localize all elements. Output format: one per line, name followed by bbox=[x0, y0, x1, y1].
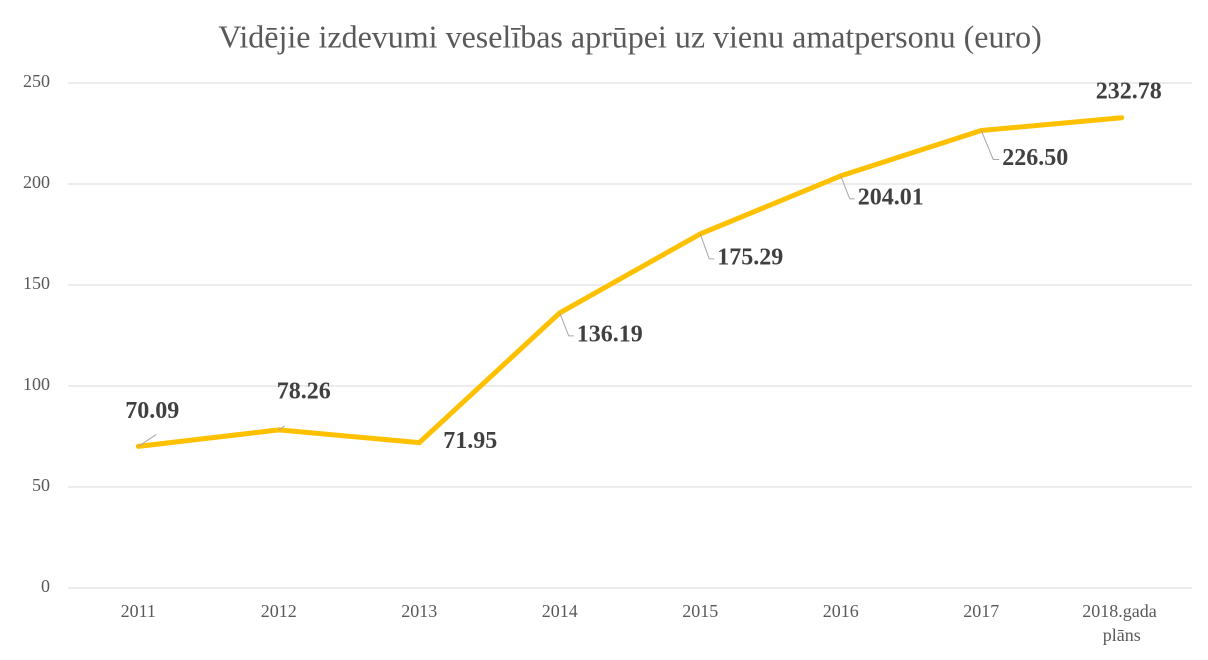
leader-line bbox=[980, 130, 1000, 160]
data-label: 226.50 bbox=[1002, 145, 1068, 171]
x-tick-label: 2016 bbox=[823, 601, 859, 621]
leader-line bbox=[559, 312, 574, 337]
data-label: 70.09 bbox=[125, 398, 179, 424]
data-label: 78.26 bbox=[277, 378, 331, 404]
x-tick-label: 2012 bbox=[261, 601, 297, 621]
chart-title: Vidējie izdevumi veselības aprūpei uz vi… bbox=[218, 18, 1042, 54]
y-tick-label: 150 bbox=[23, 273, 50, 293]
data-label: 175.29 bbox=[717, 244, 783, 270]
data-label: 71.95 bbox=[443, 428, 497, 454]
leader-line bbox=[137, 434, 157, 447]
data-label: 204.01 bbox=[858, 184, 924, 210]
data-label: 136.19 bbox=[577, 321, 643, 347]
data-line bbox=[135, 115, 1125, 449]
leader-line bbox=[278, 425, 286, 431]
x-tick-label: 2011 bbox=[121, 601, 156, 621]
leader-line bbox=[699, 233, 715, 260]
y-tick-label: 250 bbox=[23, 71, 50, 91]
y-tick-label: 200 bbox=[23, 172, 50, 192]
y-tick-label: 0 bbox=[41, 576, 50, 596]
data-label: 232.78 bbox=[1096, 78, 1162, 104]
y-tick-label: 100 bbox=[23, 374, 50, 394]
x-tick-label: 2017 bbox=[963, 601, 999, 621]
leader-line bbox=[840, 175, 855, 200]
x-tick-label: 2015 bbox=[682, 601, 718, 621]
y-tick-label: 50 bbox=[32, 475, 50, 495]
x-tick-label: 2014 bbox=[542, 601, 578, 621]
x-tick-label: 2013 bbox=[401, 601, 437, 621]
x-tick-label: 2018.gada plāns bbox=[1082, 601, 1161, 645]
